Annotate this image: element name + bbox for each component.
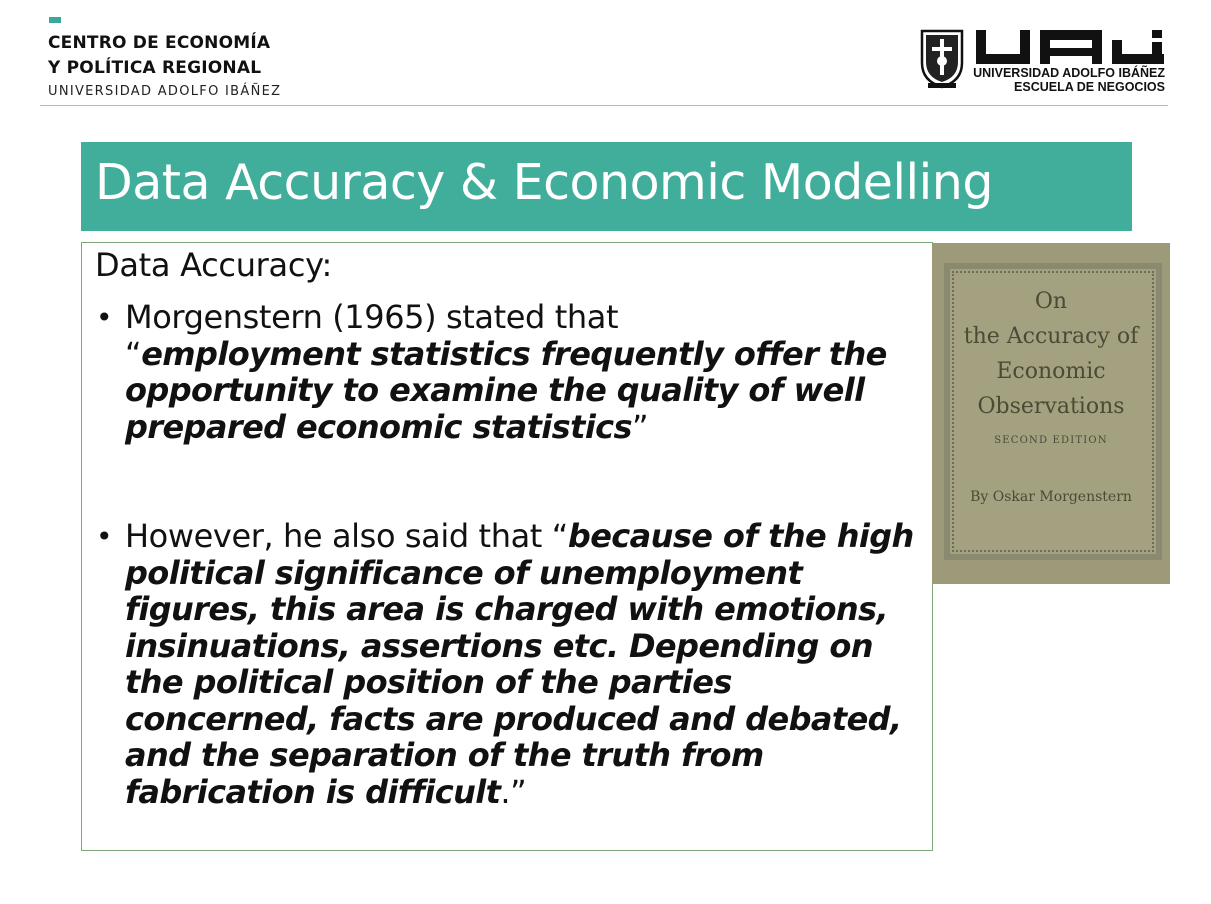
content-box: Data Accuracy: • Morgenstern (1965) stat…	[81, 242, 933, 851]
book-edition: SECOND EDITION	[994, 435, 1108, 446]
slide-title: Data Accuracy & Economic Modelling	[95, 154, 993, 211]
header-divider	[40, 105, 1168, 106]
book-author: By Oskar Morgenstern	[970, 489, 1132, 505]
org-name-line1: CENTRO DE ECONOMÍA	[48, 33, 271, 53]
bullet-marker: •	[96, 301, 113, 334]
bullet-1-plain: Morgenstern (1965) stated that	[125, 298, 619, 336]
accent-dash	[49, 17, 61, 23]
book-title-line2: the Accuracy of	[963, 324, 1139, 349]
bullet-1-close-quote: ”	[632, 407, 649, 446]
book-title-line3: Economic	[996, 359, 1106, 384]
uai-logo-icon	[976, 30, 1164, 64]
book-title-line1: On	[1034, 289, 1068, 314]
book-title-line4: Observations	[977, 394, 1125, 419]
bullet-1-quote: employment statistics frequently offer t…	[125, 334, 887, 446]
logo-school-text: ESCUELA DE NEGOCIOS	[1014, 80, 1165, 94]
bullet-2-quote: because of the high political significan…	[125, 517, 914, 811]
title-banner: Data Accuracy & Economic Modelling	[81, 142, 1132, 231]
logo-university-text: UNIVERSIDAD ADOLFO IBÁÑEZ	[973, 66, 1165, 80]
org-name-line2: Y POLÍTICA REGIONAL	[48, 58, 262, 78]
bullet-2: However, he also said that “because of t…	[125, 518, 925, 810]
org-university-line: UNIVERSIDAD ADOLFO IBÁÑEZ	[48, 84, 282, 99]
university-crest-icon	[920, 29, 964, 89]
bullet-2-close: .”	[500, 772, 527, 811]
bullet-1-open-quote: “	[125, 334, 142, 373]
book-cover-image: On the Accuracy of Economic Observations…	[932, 243, 1170, 584]
book-cover-frame	[944, 263, 1162, 560]
bullet-1: Morgenstern (1965) stated that “employmen…	[125, 299, 925, 445]
bullet-marker: •	[96, 520, 113, 553]
section-subheading: Data Accuracy:	[95, 246, 332, 284]
bullet-2-plain: However, he also said that “	[125, 517, 568, 555]
